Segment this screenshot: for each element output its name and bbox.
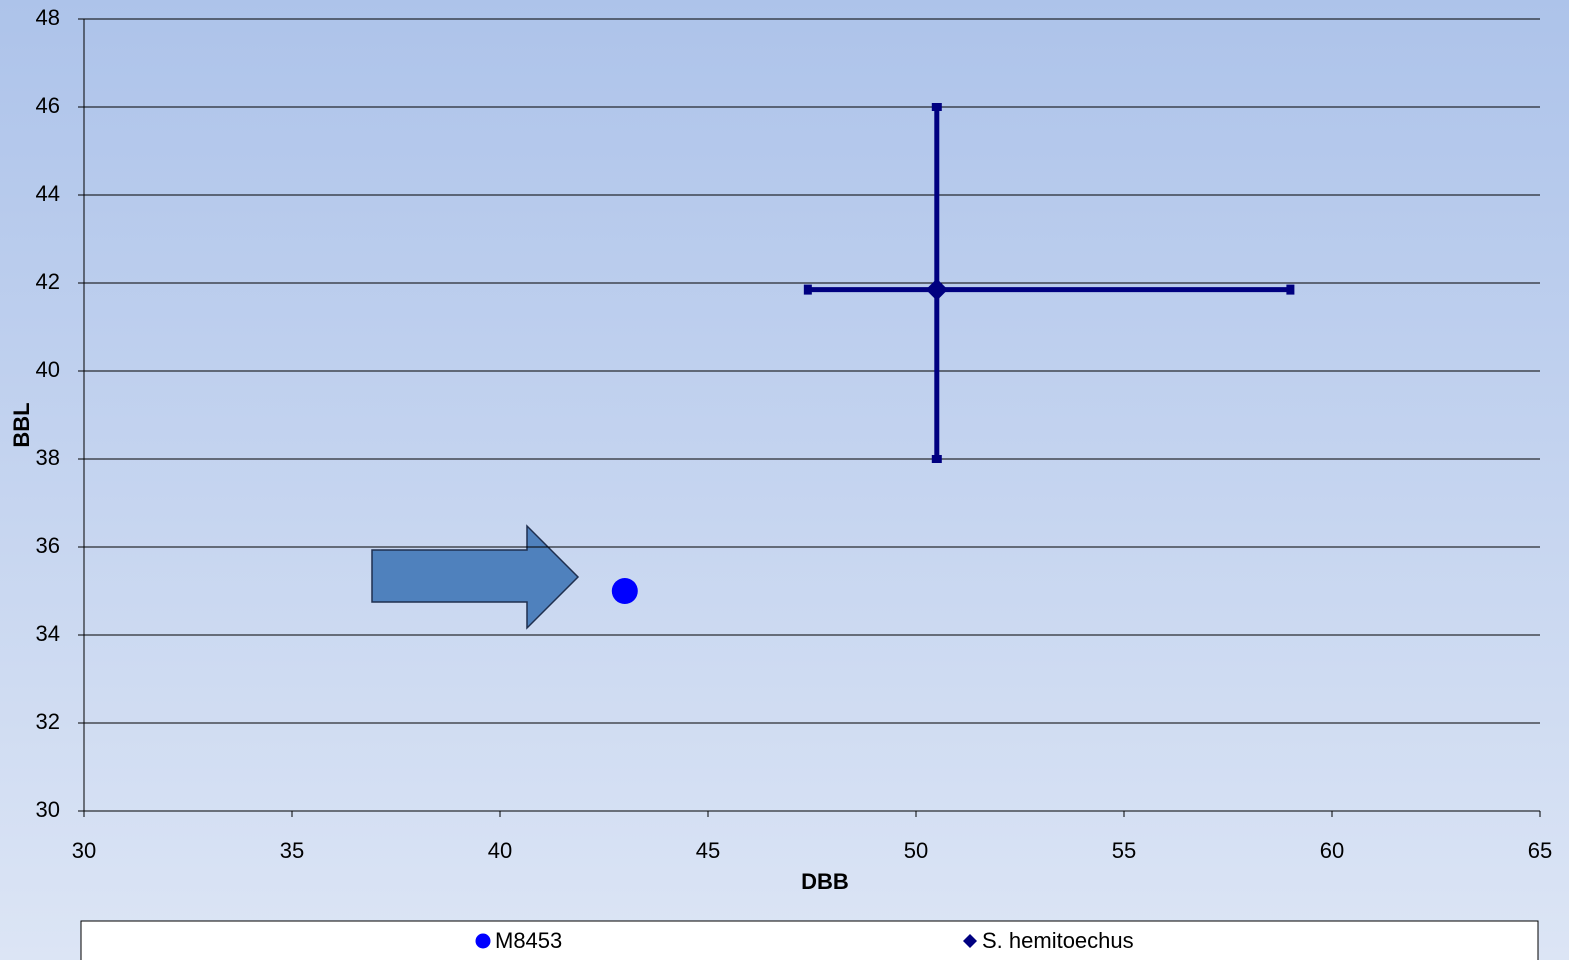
x-tick-label: 35: [280, 838, 304, 863]
y-tick-label: 44: [36, 181, 60, 206]
y-tick-label: 42: [36, 269, 60, 294]
y-tick-label: 32: [36, 709, 60, 734]
y-tick-label: 38: [36, 445, 60, 470]
legend-label: S. hemitoechus: [982, 928, 1134, 953]
error-cap: [1286, 284, 1295, 295]
x-tick-label: 30: [72, 838, 96, 863]
y-tick-label: 46: [36, 93, 60, 118]
y-tick-label: 30: [36, 797, 60, 822]
y-tick-label: 34: [36, 621, 60, 646]
x-tick-label: 45: [696, 838, 720, 863]
legend-label: M8453: [495, 928, 562, 953]
x-tick-label: 60: [1320, 838, 1344, 863]
x-tick-label: 55: [1112, 838, 1136, 863]
x-tick-label: 40: [488, 838, 512, 863]
point: [925, 278, 948, 301]
x-tick-label: 50: [904, 838, 928, 863]
error-cap: [931, 455, 942, 463]
x-axis-label: DBB: [801, 869, 849, 894]
point: [611, 578, 638, 604]
arrow-annotation: [371, 524, 580, 630]
error-cap: [803, 284, 812, 295]
y-tick-label: 40: [36, 357, 60, 382]
y-axis-label: BBL: [9, 402, 34, 447]
legend-marker: [963, 934, 977, 948]
x-tick-label: 65: [1528, 838, 1552, 863]
legend-box: [80, 920, 1539, 960]
error-cap: [931, 103, 942, 111]
legend-marker: [475, 933, 491, 949]
y-tick-label: 36: [36, 533, 60, 558]
y-tick-label: 48: [36, 5, 60, 30]
